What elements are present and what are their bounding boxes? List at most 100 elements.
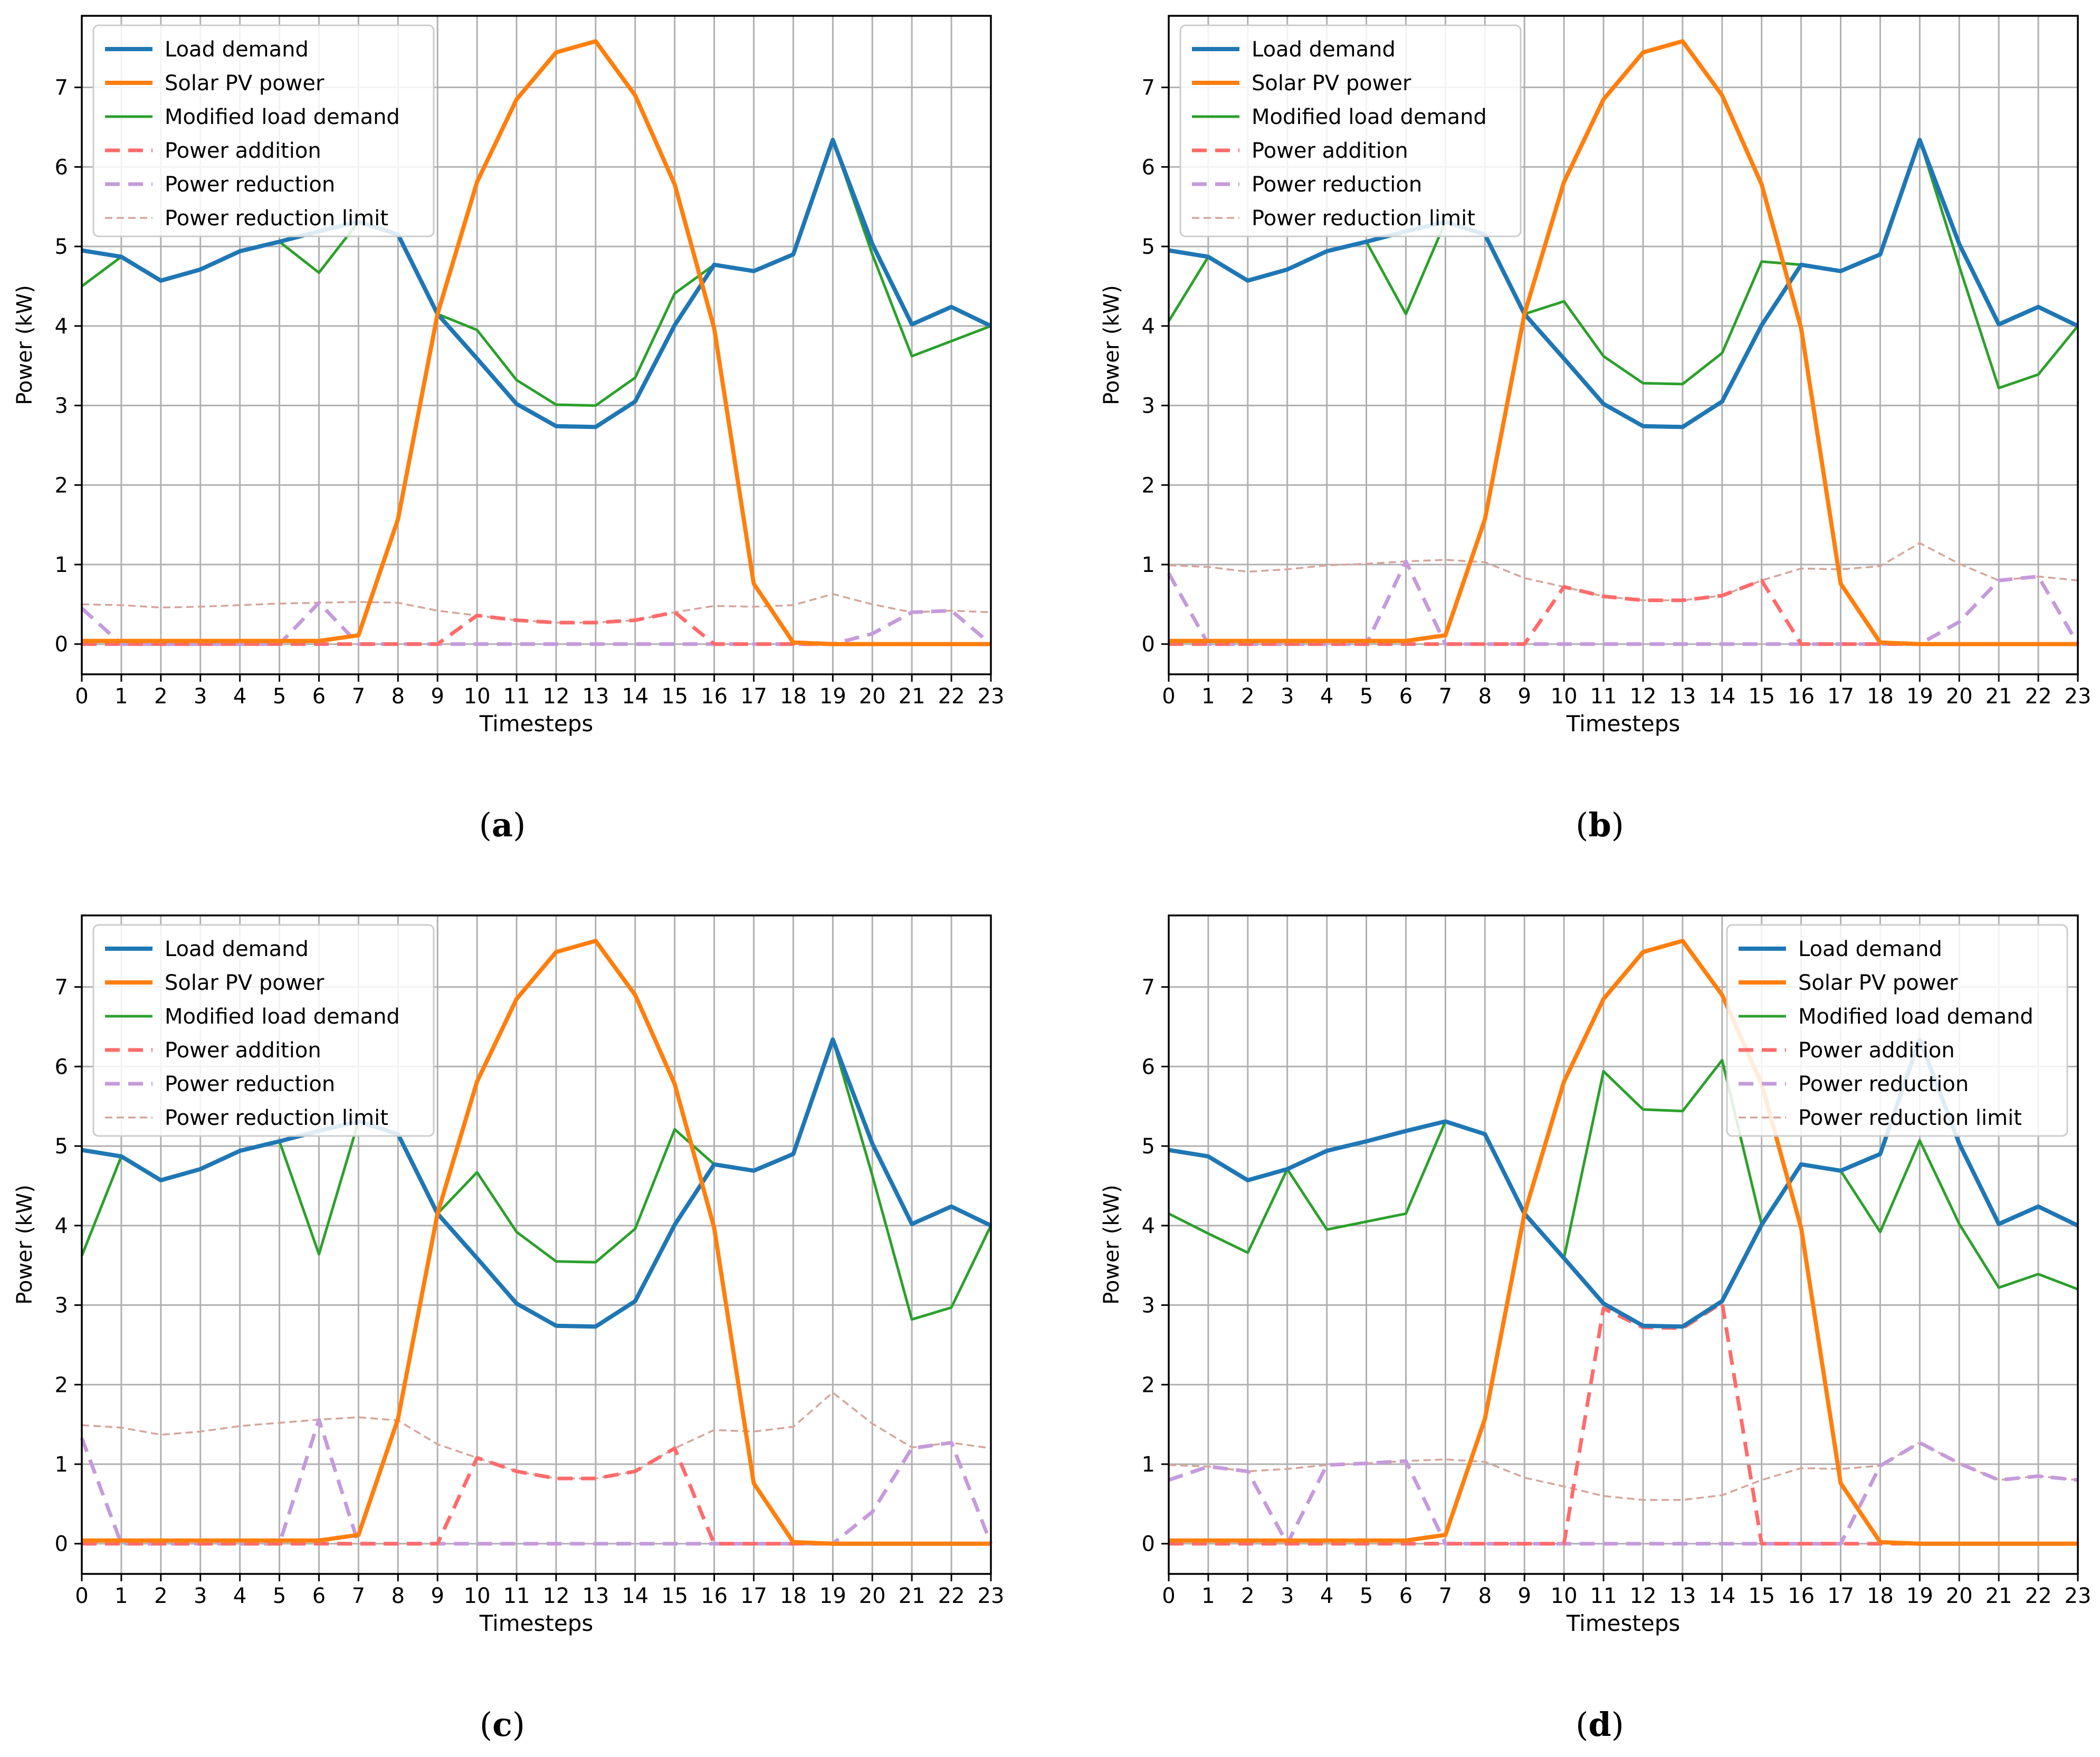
legend-box — [1726, 924, 2068, 1137]
x-tick-label: 2 — [1241, 684, 1254, 709]
x-tick-label: 23 — [2065, 1584, 2092, 1608]
y-axis-label: Power (kW) — [1100, 285, 1124, 405]
x-tick-label: 6 — [1399, 1584, 1412, 1608]
legend-label-modified-load-demand: Modified load demand — [1798, 1005, 2034, 1029]
x-tick-label: 14 — [1708, 1584, 1735, 1608]
series-line-solar-pv-power — [1169, 939, 2078, 1546]
series-line-power-reduction-limit — [1168, 542, 2078, 601]
legend-label-load-demand: Load demand — [165, 937, 309, 961]
x-tick-label: 15 — [1748, 684, 1775, 709]
x-tick-label: 13 — [1669, 1584, 1696, 1608]
y-tick-label: 4 — [55, 314, 68, 339]
x-tick-label: 3 — [194, 684, 207, 709]
caption-open-paren: ( — [480, 1705, 492, 1744]
y-tick-label: 5 — [1142, 1134, 1155, 1159]
x-tick-label: 0 — [1162, 1584, 1175, 1608]
x-tick-label: 7 — [1439, 1584, 1452, 1608]
chart-panel-d: 0 1 2 3 4 5 6 7 8 9 10 11 12 13 14 15 16 17 18 19 20 21 22 2301… — [1100, 914, 2092, 1636]
legend-label-modified-load-demand: Modified load demand — [165, 1005, 400, 1029]
x-tick-label: 4 — [233, 684, 246, 709]
x-tick-label: 12 — [543, 1584, 570, 1608]
legend-box — [92, 24, 435, 237]
series-line-power-reduction — [1168, 1440, 2078, 1546]
y-tick-label: 3 — [1142, 394, 1155, 418]
x-tick-label: 8 — [392, 1584, 405, 1608]
y-tick-label: 4 — [1142, 314, 1155, 339]
y-tick-label: 7 — [1142, 76, 1155, 100]
x-tick-label: 22 — [2025, 684, 2052, 709]
x-tick-label: 19 — [819, 1584, 846, 1608]
x-tick-label: 12 — [543, 684, 570, 709]
y-tick-label: 1 — [55, 1453, 68, 1477]
x-tick-label: 0 — [75, 1584, 88, 1608]
x-tick-label: 9 — [431, 1584, 444, 1608]
caption-close-paren: ) — [1611, 1705, 1624, 1744]
legend: Load demand Solar PV power Modified load d… — [92, 924, 435, 1137]
axes-frame — [81, 15, 992, 675]
x-tick-label: 5 — [273, 684, 286, 709]
x-tick-label: 12 — [1630, 684, 1657, 709]
x-tick-label: 17 — [740, 1584, 767, 1608]
series-lines — [1167, 39, 2080, 646]
x-tick-label: 11 — [1590, 1584, 1617, 1608]
legend: Load demand Solar PV power Modified load d… — [1179, 24, 1522, 237]
x-tick-label: 7 — [352, 684, 365, 709]
y-tick-label: 5 — [55, 1134, 68, 1159]
x-tick-label: 8 — [392, 684, 405, 709]
y-tick-label: 0 — [55, 633, 68, 657]
caption-open-paren: ( — [479, 806, 492, 844]
x-tick-label: 14 — [622, 684, 648, 709]
y-axis-label: Power (kW) — [1100, 1185, 1124, 1305]
caption-letter: d — [1588, 1705, 1611, 1744]
series-line-modified-load-demand — [1168, 1058, 2078, 1291]
legend-label-power-reduction-limit: Power reduction limit — [1798, 1106, 2022, 1130]
caption-close-paren: ) — [1611, 806, 1624, 844]
x-tick-label: 6 — [1399, 684, 1412, 709]
y-tick-label: 2 — [55, 1373, 68, 1397]
caption-letter: a — [492, 806, 513, 844]
caption-letter: c — [492, 1705, 512, 1744]
x-tick-label: 11 — [503, 1584, 530, 1608]
y-tick-label: 3 — [1142, 1294, 1155, 1318]
x-tick-label: 2 — [154, 684, 167, 709]
panel-caption: (d) — [1576, 1705, 1624, 1744]
x-tick-label: 13 — [582, 1584, 609, 1608]
y-tick-label: 7 — [55, 76, 68, 100]
x-axis-label: Timesteps — [1566, 1610, 1681, 1636]
x-tick-label: 6 — [312, 684, 326, 709]
legend-label-power-reduction-limit: Power reduction limit — [1252, 206, 1475, 231]
legend-label-load-demand: Load demand — [1252, 37, 1396, 62]
y-tick-label: 0 — [55, 1532, 68, 1557]
x-tick-label: 9 — [431, 684, 444, 709]
x-tick-label: 23 — [2065, 684, 2092, 709]
x-tick-label: 16 — [1788, 1584, 1815, 1608]
x-tick-label: 17 — [740, 684, 767, 709]
x-tick-label: 11 — [503, 684, 530, 709]
series-line-solar-pv-power — [82, 939, 991, 1546]
x-tick-label: 3 — [194, 1584, 207, 1608]
chart-panel-b: 0 1 2 3 4 5 6 7 8 9 10 11 12 13 14 15 16 17 18 19 20 21 22 2301… — [1100, 15, 2092, 737]
x-tick-label: 3 — [1281, 1584, 1294, 1608]
x-tick-label: 1 — [114, 684, 128, 709]
caption-close-paren: ) — [512, 1705, 525, 1744]
legend-label-power-reduction: Power reduction — [165, 1072, 335, 1096]
x-tick-label: 18 — [780, 1584, 807, 1608]
x-tick-label: 22 — [938, 684, 965, 709]
x-tick-label: 2 — [1241, 1584, 1254, 1608]
legend-label-power-addition: Power addition — [165, 139, 321, 163]
series-lines — [80, 939, 993, 1546]
y-axis-label: Power (kW) — [13, 1185, 37, 1305]
legend-label-power-reduction: Power reduction — [165, 173, 335, 197]
y-tick-label: 6 — [55, 155, 68, 179]
legend-box — [92, 924, 435, 1137]
legend-label-power-reduction: Power reduction — [1252, 173, 1422, 197]
series-lines — [80, 39, 992, 646]
series-line-power-reduction-limit — [1168, 1441, 2078, 1501]
y-tick-label: 3 — [55, 1294, 68, 1318]
caption-letter: b — [1588, 806, 1611, 844]
y-tick-label: 7 — [1142, 976, 1155, 1000]
y-tick-label: 6 — [55, 1055, 68, 1079]
x-tick-label: 9 — [1517, 684, 1531, 709]
y-tick-label: 2 — [55, 473, 68, 498]
